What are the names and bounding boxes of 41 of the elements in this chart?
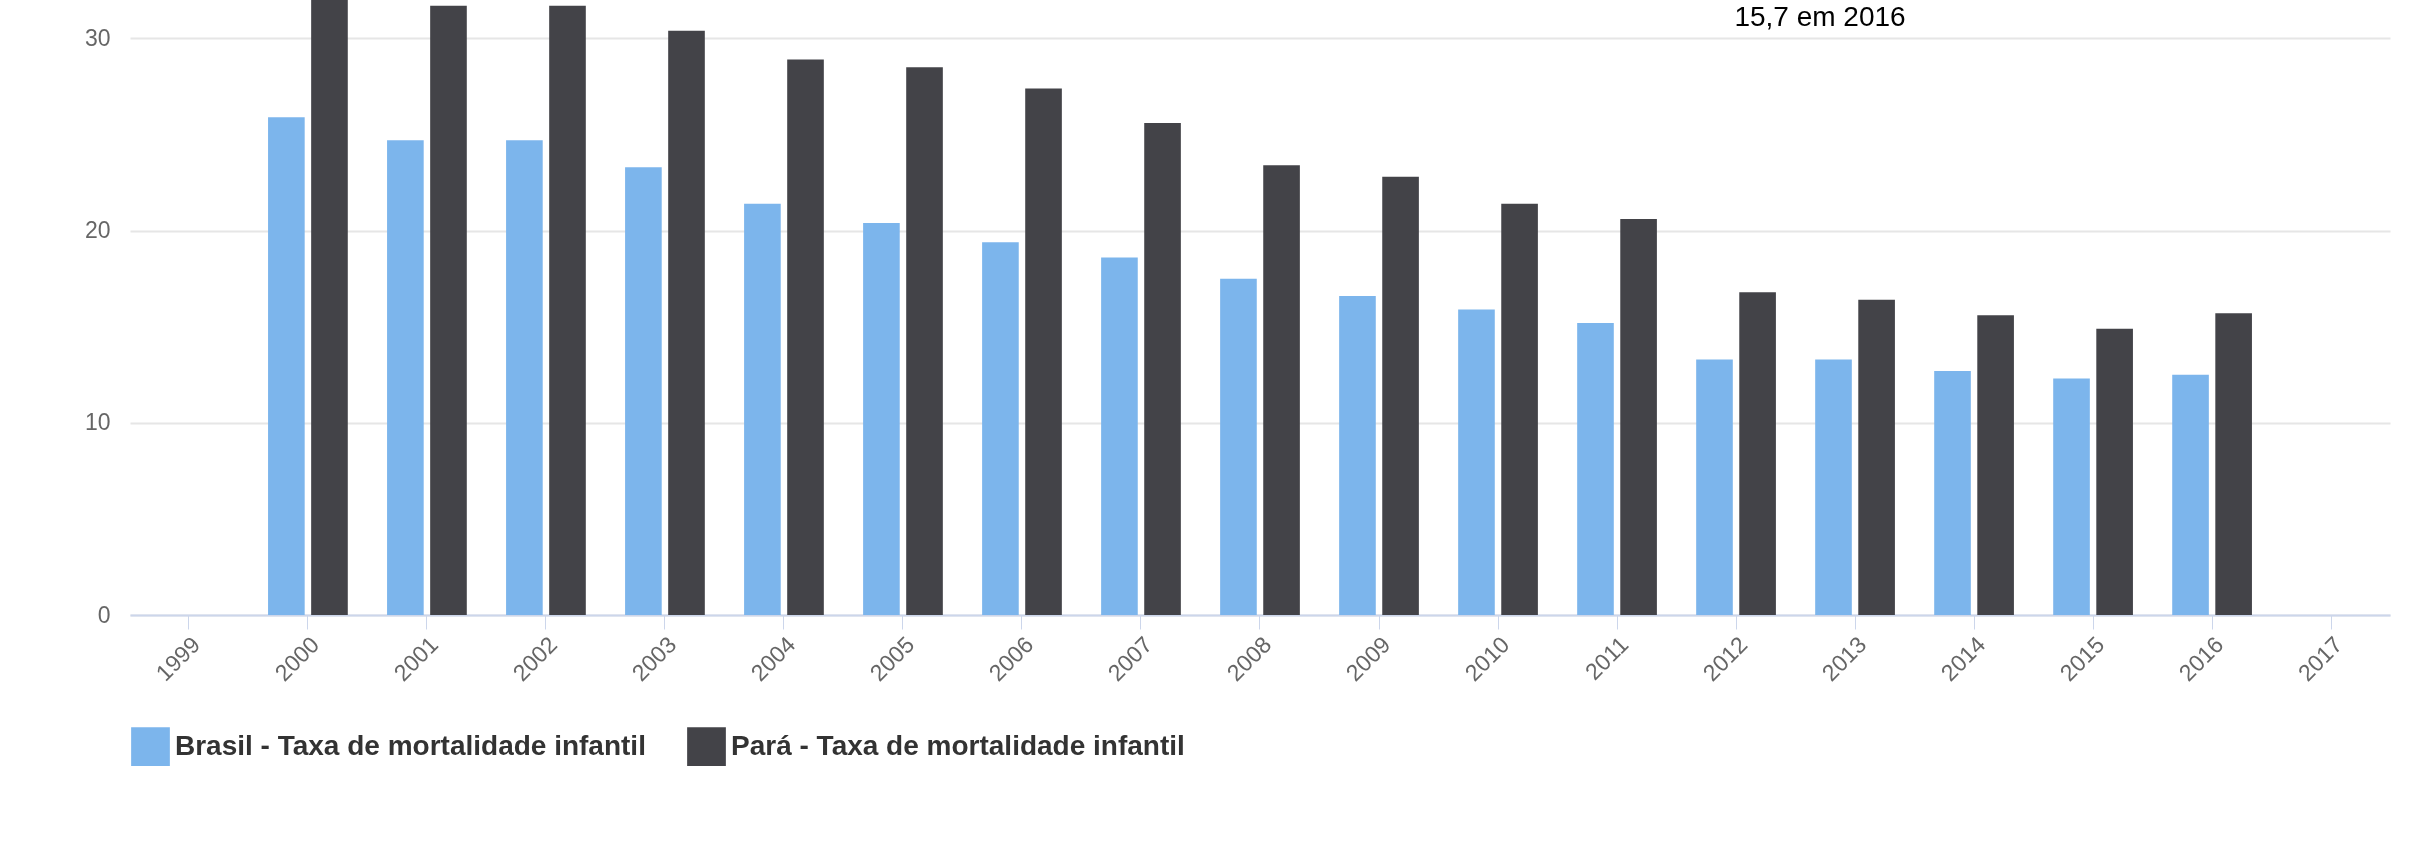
legend-label: Pará - Taxa de mortalidade infantil [731,729,1185,761]
bar [2096,328,2133,615]
y-tick-label: 10 [84,409,111,436]
bar [1739,292,1776,615]
bar [668,30,705,615]
bar [744,203,781,615]
y-tick-label: 20 [84,217,111,244]
bar [1382,176,1419,615]
bar [1934,370,1971,615]
annotation: 15,7 em 2016 [1734,1,1906,32]
bar [2053,378,2090,615]
bar [863,222,900,615]
bar [1339,295,1376,615]
bar [1458,309,1495,615]
bar [1501,203,1538,615]
bar [1144,123,1181,615]
bar [1815,359,1852,615]
bar [506,140,543,615]
y-tick-label: 30 [84,24,111,51]
bar [311,0,348,615]
bar [2215,313,2252,615]
bar [1577,322,1614,615]
bar [2172,374,2209,615]
bar [1101,257,1138,615]
bar [1620,219,1657,615]
bar [1263,165,1300,615]
bar [1858,299,1895,615]
bar [268,117,305,615]
bar [787,59,824,615]
bar [906,67,943,615]
bar [982,242,1019,615]
bar [387,140,424,615]
bar [1025,88,1062,615]
bar [430,5,467,615]
bar [1220,278,1257,615]
y-tick-label: 0 [97,601,111,628]
bar [1977,315,2014,615]
bar [549,5,586,615]
bar [1696,359,1733,615]
legend-label: Brasil - Taxa de mortalidade infantil [175,729,646,761]
bar [625,167,662,615]
